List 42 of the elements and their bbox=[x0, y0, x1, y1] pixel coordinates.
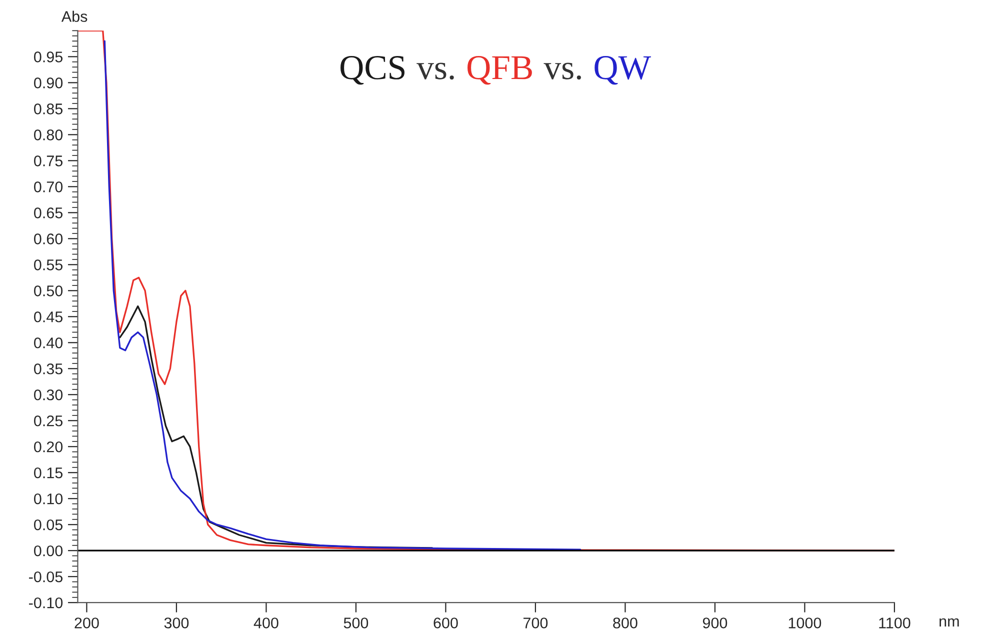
y-tick-label: 0.15 bbox=[34, 467, 63, 478]
y-tick-label: 0.25 bbox=[34, 415, 63, 426]
y-tick-label: 0.85 bbox=[34, 104, 63, 114]
x-tick-label: 200 bbox=[74, 618, 99, 628]
y-tick-label: 0.35 bbox=[34, 363, 63, 374]
line-series bbox=[78, 30, 894, 552]
y-tick-label: 0.95 bbox=[34, 52, 63, 62]
x-tick-label: 1100 bbox=[879, 618, 910, 628]
y-tick-label: 0.90 bbox=[34, 78, 63, 88]
y-tick-label: 0.40 bbox=[34, 337, 63, 348]
x-tick-label: 700 bbox=[523, 618, 548, 628]
x-tick-label: 500 bbox=[344, 618, 368, 628]
text: QW bbox=[594, 56, 651, 85]
text: QFB bbox=[468, 56, 532, 85]
y-tick-label: -0.05 bbox=[29, 571, 63, 582]
line-series bbox=[119, 305, 434, 549]
y-tick-label: 0.70 bbox=[34, 182, 63, 192]
y-tick-label: 0.55 bbox=[34, 260, 63, 270]
x-tick-label: 600 bbox=[434, 618, 458, 628]
x-axis-title: nm bbox=[940, 618, 959, 627]
x-tick-label: 900 bbox=[702, 618, 728, 628]
y-axis-title: Abs bbox=[61, 10, 88, 22]
y-tick-label: 0.00 bbox=[34, 545, 63, 556]
y-tick-label: 0.10 bbox=[34, 493, 63, 504]
text: QCS bbox=[340, 56, 404, 85]
y-tick-label: 0.05 bbox=[34, 519, 63, 530]
y-tick-label: 0.80 bbox=[34, 130, 63, 140]
x-tick-label: 1000 bbox=[788, 618, 822, 628]
y-tick-label: 0.30 bbox=[34, 389, 63, 400]
y-tick-label: 0.20 bbox=[34, 441, 63, 452]
y-tick-label: -0.10 bbox=[29, 597, 63, 608]
annotation: vs. bbox=[544, 62, 581, 80]
y-tick-label: 0.60 bbox=[34, 234, 63, 244]
x-tick-label: 800 bbox=[613, 618, 638, 628]
annotation: vs. bbox=[416, 62, 454, 80]
x-tick-label: 300 bbox=[164, 618, 189, 628]
y-tick-label: 0.75 bbox=[34, 156, 63, 166]
y-tick-label: 0.50 bbox=[34, 285, 63, 296]
y-tick-label: 0.65 bbox=[34, 208, 63, 218]
line-series bbox=[104, 40, 582, 550]
x-tick-label: 400 bbox=[254, 618, 278, 628]
y-tick-label: 0.45 bbox=[34, 311, 63, 322]
